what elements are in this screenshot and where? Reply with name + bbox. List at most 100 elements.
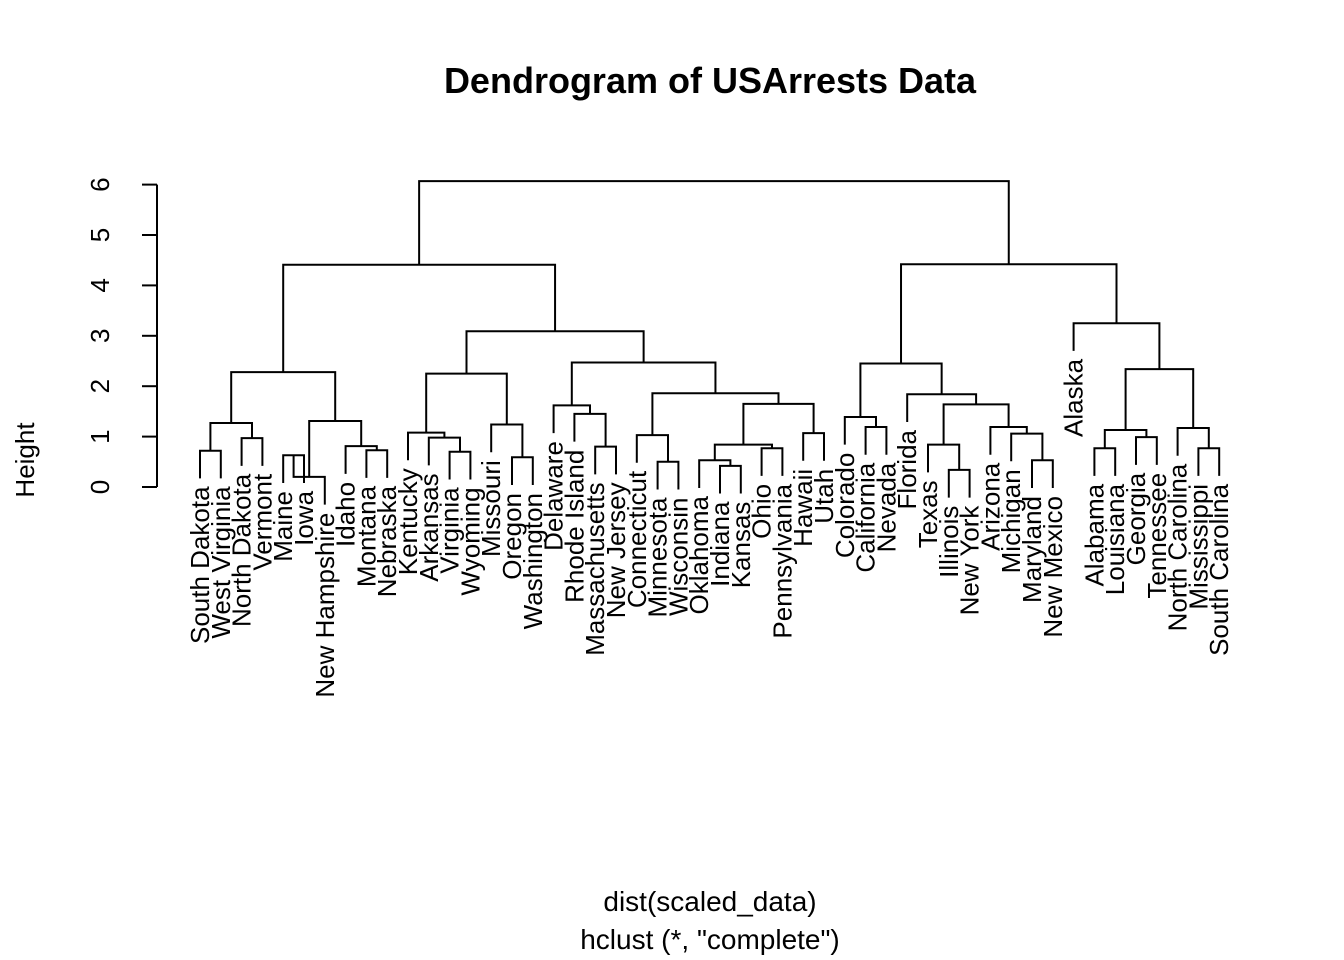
y-tick-label-0: 0 [85, 480, 115, 494]
y-tick-label-1: 1 [85, 429, 115, 443]
leaf-label: California [851, 462, 881, 572]
leaf-label: Arkansas [414, 473, 444, 581]
leaf-label: Wisconsin [663, 498, 693, 616]
merge-link-28 [570, 361, 717, 406]
leaf-label: Nevada [871, 462, 901, 552]
merge-link-46 [1124, 368, 1195, 431]
merge-link-48 [900, 263, 1118, 364]
merge-link-17 [573, 412, 607, 447]
merge-link-6 [365, 449, 389, 478]
leaf-label: Mississippi [1183, 484, 1213, 610]
leaf-label: Montana [351, 485, 381, 587]
leaf-label: Wyoming [455, 487, 485, 595]
y-tick-label-5: 5 [85, 228, 115, 242]
merge-link-30 [282, 263, 557, 373]
chart-subtitle: hclust (*, "complete") [580, 924, 840, 955]
merge-link-44 [1197, 447, 1221, 476]
leaf-label: Colorado [830, 453, 860, 559]
leaf-label: Arizona [975, 462, 1005, 551]
leaf-label: New Mexico [1038, 496, 1068, 638]
merge-link-25 [802, 432, 825, 461]
dendrogram-tree [199, 180, 1221, 505]
merge-link-37 [989, 426, 1028, 455]
merge-link-29 [465, 330, 645, 374]
leaf-label: Alaska [1059, 358, 1089, 437]
chart-title: Dendrogram of USArrests Data [444, 60, 977, 101]
leaf-label: South Carolina [1204, 483, 1234, 656]
leaf-label: Hawaii [788, 469, 818, 547]
leaf-label: Minnesota [643, 497, 673, 617]
leaf-label: North Carolina [1163, 463, 1193, 631]
leaf-label: Virginia [435, 487, 465, 574]
leaf-label: Massachusetts [580, 482, 610, 655]
leaf-label: Indiana [705, 501, 735, 587]
leaf-label: New Jersey [601, 482, 631, 618]
leaf-label: Maine [268, 491, 298, 562]
merge-link-22 [698, 459, 732, 489]
leaf-label: Oregon [497, 493, 527, 580]
merge-link-36 [1010, 432, 1044, 462]
merge-link-1 [199, 449, 222, 479]
merge-link-14 [490, 423, 524, 458]
leaf-label: Nebraska [372, 485, 402, 597]
leaf-label: Michigan [996, 469, 1026, 573]
leaf-label: Connecticut [622, 470, 652, 608]
merge-link-34 [927, 443, 961, 473]
leaf-label: Washington [518, 493, 548, 629]
merge-link-13 [511, 456, 534, 485]
merge-link-9 [230, 371, 337, 423]
x-axis-label: dist(scaled_data) [603, 886, 816, 917]
merge-link-38 [942, 403, 1010, 445]
merge-link-42 [1135, 436, 1158, 465]
leaf-label: South Dakota [185, 486, 215, 644]
y-axis-label: Height [10, 422, 40, 498]
leaf-label: North Dakota [227, 473, 257, 627]
merge-link-32 [843, 415, 877, 445]
leaf-label: Texas [913, 480, 943, 548]
merge-link-27 [651, 392, 780, 436]
merge-link-20 [635, 434, 669, 463]
leaf-label: Oklahoma [684, 495, 714, 614]
leaf-label: Alabama [1079, 483, 1109, 586]
leaf-label: Maryland [1017, 496, 1047, 603]
leaf-label: Iowa [289, 490, 319, 545]
merge-link-2 [240, 437, 264, 466]
merge-link-41 [1093, 447, 1117, 476]
leaf-label: Georgia [1121, 472, 1151, 565]
leaf-label: Louisiana [1100, 483, 1130, 595]
merge-link-49 [418, 180, 1010, 265]
merge-link-18 [552, 404, 591, 434]
merge-link-33 [947, 468, 971, 498]
merge-link-23 [760, 447, 784, 476]
leaf-label: Florida [892, 429, 922, 509]
merge-link-40 [859, 362, 943, 417]
leaf-label: Tennessee [1142, 473, 1172, 599]
leaf-label: Illinois [934, 506, 964, 578]
merge-link-21 [719, 464, 742, 494]
merge-link-43 [1103, 429, 1148, 449]
merge-link-31 [864, 426, 888, 455]
leaf-label: Kansas [726, 502, 756, 589]
leaf-label: Ohio [747, 484, 777, 539]
leaf-label: Vermont [247, 473, 277, 571]
y-tick-label-4: 4 [85, 278, 115, 292]
merge-link-10 [448, 450, 472, 480]
y-tick-label-2: 2 [85, 379, 115, 393]
merge-link-8 [308, 419, 363, 477]
leaf-label: Rhode Island [559, 450, 589, 603]
merge-link-3 [209, 421, 253, 451]
leaf-label: Kentucky [393, 468, 423, 575]
leaf-label: Idaho [331, 482, 361, 547]
y-tick-label-6: 6 [85, 177, 115, 191]
leaf-label: New Hampshire [310, 513, 340, 698]
leaf-label: Missouri [476, 460, 506, 557]
merge-link-19 [656, 460, 680, 490]
merge-link-24 [713, 443, 773, 461]
merge-link-39 [906, 393, 978, 422]
leaf-label: West Virginia [206, 486, 236, 639]
leaf-label: Utah [809, 469, 839, 524]
leaf-label: Delaware [539, 441, 569, 551]
leaf-label: Pennsylvania [767, 483, 797, 638]
